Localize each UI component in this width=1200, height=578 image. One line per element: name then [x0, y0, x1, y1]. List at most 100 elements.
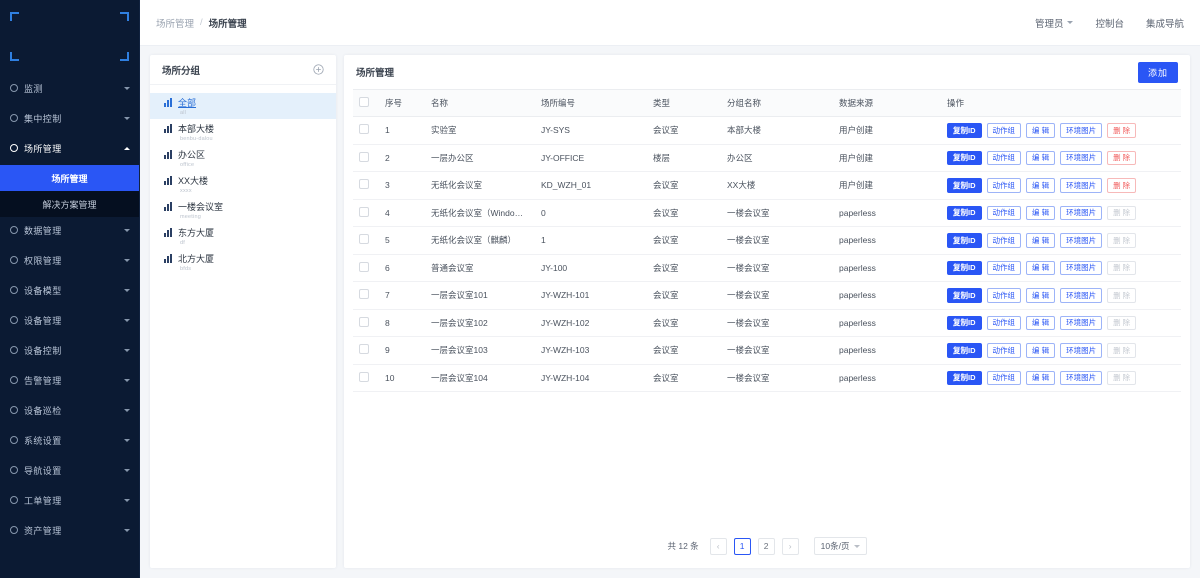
- edit-button[interactable]: 编 辑: [1026, 178, 1056, 193]
- edit-button[interactable]: 编 辑: [1026, 315, 1056, 330]
- action-group-button[interactable]: 动作组: [986, 205, 1021, 220]
- group-item-2[interactable]: 办公区 office: [150, 145, 336, 171]
- env-image-button[interactable]: 环境图片: [1060, 288, 1103, 303]
- sidebar-item-8[interactable]: 告警管理: [0, 367, 139, 393]
- copy-id-button[interactable]: 复制ID: [947, 315, 982, 330]
- sidebar-item-1[interactable]: 集中控制: [0, 105, 139, 131]
- breadcrumb-separator: /: [200, 17, 203, 28]
- user-menu[interactable]: 管理员: [1035, 16, 1074, 30]
- row-checkbox[interactable]: [359, 179, 369, 190]
- sidebar-item-13[interactable]: 资产管理: [0, 517, 139, 543]
- env-image-button[interactable]: 环境图片: [1060, 370, 1103, 385]
- group-item-label: 一楼会议室: [178, 202, 224, 212]
- sidebar-item-4[interactable]: 权限管理: [0, 247, 139, 273]
- group-item-0[interactable]: 全部 all: [150, 93, 336, 119]
- action-group-button[interactable]: 动作组: [986, 123, 1021, 138]
- copy-id-button[interactable]: 复制ID: [947, 178, 982, 193]
- sidebar-item-2[interactable]: 场所管理: [0, 135, 139, 161]
- sidebar-subitem-2-0[interactable]: 场所管理: [0, 165, 139, 191]
- circle-plus-icon[interactable]: [313, 64, 324, 75]
- edit-button[interactable]: 编 辑: [1026, 150, 1056, 165]
- group-item-4[interactable]: 一楼会议室 meeting: [150, 197, 336, 223]
- row-checkbox[interactable]: [359, 206, 369, 217]
- edit-button[interactable]: 编 辑: [1026, 260, 1056, 275]
- group-item-5[interactable]: 东方大厦 df: [150, 223, 336, 249]
- edit-button[interactable]: 编 辑: [1026, 123, 1056, 138]
- env-image-button[interactable]: 环境图片: [1060, 123, 1103, 138]
- env-image-button[interactable]: 环境图片: [1060, 260, 1103, 275]
- copy-id-button[interactable]: 复制ID: [947, 205, 982, 220]
- copy-id-button[interactable]: 复制ID: [947, 288, 982, 303]
- logo-corner-br: [120, 52, 129, 61]
- page-button-1[interactable]: 1: [733, 537, 751, 555]
- sidebar-item-3[interactable]: 数据管理: [0, 217, 139, 243]
- row-checkbox[interactable]: [359, 234, 369, 245]
- cell-actions: 复制ID 动作组编 辑环境图片删 除: [941, 226, 1181, 255]
- row-checkbox[interactable]: [359, 316, 369, 327]
- sidebar-item-0[interactable]: 监测: [0, 75, 139, 101]
- page-button-2[interactable]: 2: [757, 537, 775, 555]
- copy-id-button[interactable]: 复制ID: [947, 233, 982, 248]
- sidebar-item-9[interactable]: 设备巡检: [0, 397, 139, 423]
- env-image-button[interactable]: 环境图片: [1060, 343, 1103, 358]
- edit-button[interactable]: 编 辑: [1026, 288, 1056, 303]
- sidebar-item-12[interactable]: 工单管理: [0, 487, 139, 513]
- row-checkbox[interactable]: [359, 124, 369, 135]
- breadcrumb-parent[interactable]: 场所管理: [156, 18, 195, 30]
- sidebar-item-11[interactable]: 导航设置: [0, 457, 139, 483]
- integration-nav-link[interactable]: 集成导航: [1145, 18, 1184, 30]
- chevron-down-icon: [124, 378, 130, 382]
- page-size-select[interactable]: 10条/页: [813, 537, 867, 555]
- copy-id-button[interactable]: 复制ID: [947, 260, 982, 275]
- delete-button[interactable]: 删 除: [1107, 178, 1137, 193]
- action-group-button[interactable]: 动作组: [986, 178, 1021, 193]
- row-checkbox[interactable]: [359, 371, 369, 382]
- row-checkbox[interactable]: [359, 151, 369, 162]
- row-checkbox[interactable]: [359, 289, 369, 300]
- env-image-button[interactable]: 环境图片: [1060, 205, 1103, 220]
- edit-button[interactable]: 编 辑: [1026, 233, 1056, 248]
- cell-actions: 复制ID 动作组编 辑环境图片删 除: [941, 199, 1181, 227]
- env-image-button[interactable]: 环境图片: [1060, 233, 1103, 248]
- copy-id-button[interactable]: 复制ID: [947, 370, 982, 385]
- action-group-button[interactable]: 动作组: [986, 260, 1021, 275]
- group-item-3[interactable]: XX大楼 xxxx: [150, 171, 336, 197]
- console-link[interactable]: 控制台: [1095, 18, 1124, 30]
- cell-index: 8: [379, 309, 425, 337]
- row-checkbox[interactable]: [359, 261, 369, 272]
- sidebar-item-10[interactable]: 系统设置: [0, 427, 139, 453]
- page-size-label: 10条/页: [820, 541, 850, 551]
- sidebar-item-label: 集中控制: [24, 113, 62, 124]
- prev-page-button[interactable]: ‹: [709, 537, 727, 555]
- edit-button[interactable]: 编 辑: [1026, 370, 1056, 385]
- group-item-1[interactable]: 本部大楼 benbu-dalou: [150, 119, 336, 145]
- group-item-6[interactable]: 北方大厦 bfds: [150, 249, 336, 275]
- edit-button[interactable]: 编 辑: [1026, 343, 1056, 358]
- copy-id-button[interactable]: 复制ID: [947, 150, 982, 165]
- sidebar-subitem-2-1[interactable]: 解决方案管理: [42, 199, 97, 210]
- env-image-button[interactable]: 环境图片: [1060, 315, 1103, 330]
- add-button[interactable]: 添加: [1137, 61, 1178, 83]
- next-page-button[interactable]: ›: [781, 537, 799, 555]
- sidebar-item-7[interactable]: 设备控制: [0, 337, 139, 363]
- env-image-button[interactable]: 环境图片: [1060, 178, 1103, 193]
- row-checkbox[interactable]: [359, 344, 369, 355]
- delete-button[interactable]: 删 除: [1107, 150, 1137, 165]
- sidebar-item-5[interactable]: 设备模型: [0, 277, 139, 303]
- action-group-button[interactable]: 动作组: [986, 370, 1021, 385]
- copy-id-button[interactable]: 复制ID: [947, 123, 982, 138]
- action-group-button[interactable]: 动作组: [986, 288, 1021, 303]
- sidebar-item-6[interactable]: 设备管理: [0, 307, 139, 333]
- chevron-down-icon: [124, 116, 130, 120]
- env-image-button[interactable]: 环境图片: [1060, 150, 1103, 165]
- action-group-button[interactable]: 动作组: [986, 150, 1021, 165]
- action-group-button[interactable]: 动作组: [986, 233, 1021, 248]
- action-group-button[interactable]: 动作组: [986, 315, 1021, 330]
- action-buttons: 复制ID 动作组编 辑环境图片删 除: [947, 343, 1175, 358]
- edit-button[interactable]: 编 辑: [1026, 205, 1056, 220]
- action-group-button[interactable]: 动作组: [986, 343, 1021, 358]
- copy-id-button[interactable]: 复制ID: [947, 343, 982, 358]
- delete-button[interactable]: 删 除: [1107, 123, 1137, 138]
- select-all-checkbox[interactable]: [359, 97, 369, 107]
